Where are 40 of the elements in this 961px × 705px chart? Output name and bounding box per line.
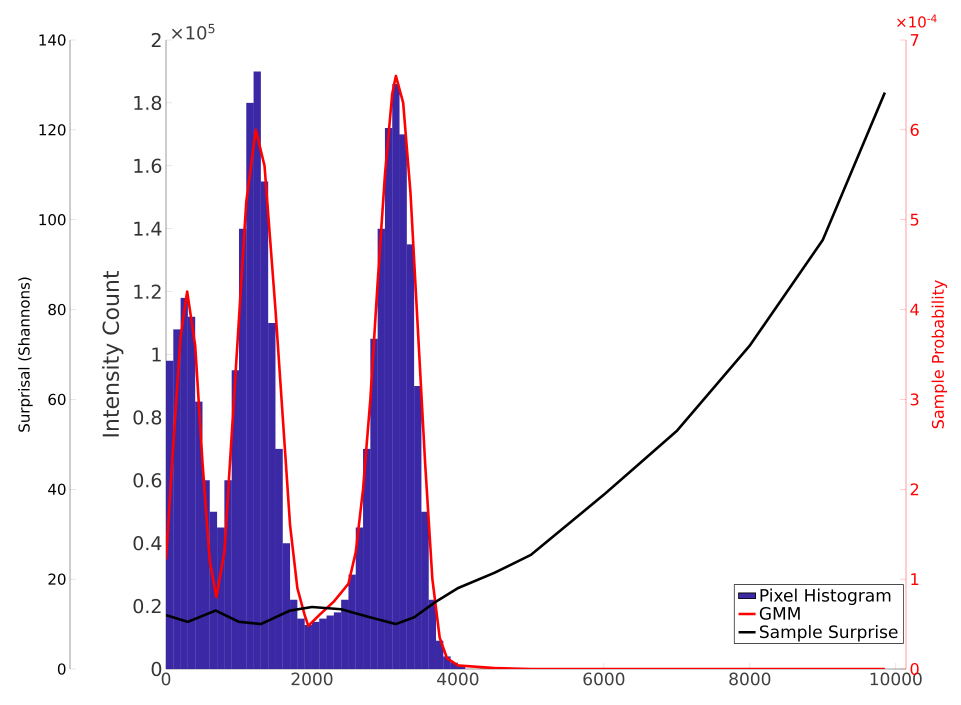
- y3-axis-title: Surprisal (Shannons): [18, 278, 33, 432]
- x-tick-label: 10000: [870, 672, 922, 686]
- x-tick-label: 2000: [292, 672, 332, 686]
- y-tick-label: 2: [152, 32, 161, 48]
- y2-axis-title: Sample Probability: [932, 280, 948, 428]
- y-tick-label: 1.8: [134, 96, 162, 110]
- y2-tick-label: 2: [910, 483, 918, 496]
- y3-tick-label: 120: [39, 124, 66, 136]
- y3-tick-label: 80: [48, 304, 66, 316]
- y3-tick-label: 100: [39, 214, 66, 226]
- text: ×10$^{5}$: [172, 24, 214, 40]
- y3-tick-label: 20: [48, 573, 66, 585]
- y2-tick-label: 1: [911, 573, 918, 585]
- y-tick-label: 1.6: [134, 158, 162, 173]
- y-tick-label: 0.8: [134, 410, 162, 425]
- legend-label: GMM: [760, 606, 800, 620]
- y2-tick-label: 6: [910, 124, 919, 136]
- y2-tick-label: 5: [910, 214, 918, 226]
- y-tick-label: 0.2: [134, 598, 161, 614]
- y2-tick-label: 3: [910, 393, 918, 406]
- y2-tick-label: 7: [910, 34, 918, 46]
- y2-tick-label: 0: [910, 662, 919, 676]
- legend-label: Pixel Histogram: [760, 588, 890, 606]
- legend-label: Sample Surprise: [760, 625, 898, 642]
- y2-tick-label: 4: [910, 304, 919, 316]
- x-tick-label: 8000: [729, 672, 770, 686]
- x-tick-label: 6000: [583, 672, 624, 686]
- y3-tick-label: 40: [48, 484, 66, 495]
- y-axis-title: Intensity Count: [102, 270, 124, 436]
- y3-tick-label: 0: [58, 663, 66, 675]
- y3-tick-label: 60: [48, 394, 66, 406]
- x-tick-label: 4000: [437, 672, 478, 686]
- y-tick-label: 1.4: [134, 222, 162, 236]
- y-tick-label: 1.2: [134, 284, 161, 299]
- y-tick-label: 0.4: [134, 536, 162, 550]
- y-tick-label: 1: [152, 348, 161, 362]
- text: ×10$^{-4}$: [897, 14, 937, 28]
- y3-tick-label: 140: [39, 34, 66, 46]
- y-tick-label: 0.6: [134, 473, 162, 488]
- x-tick-label: 0: [162, 672, 170, 686]
